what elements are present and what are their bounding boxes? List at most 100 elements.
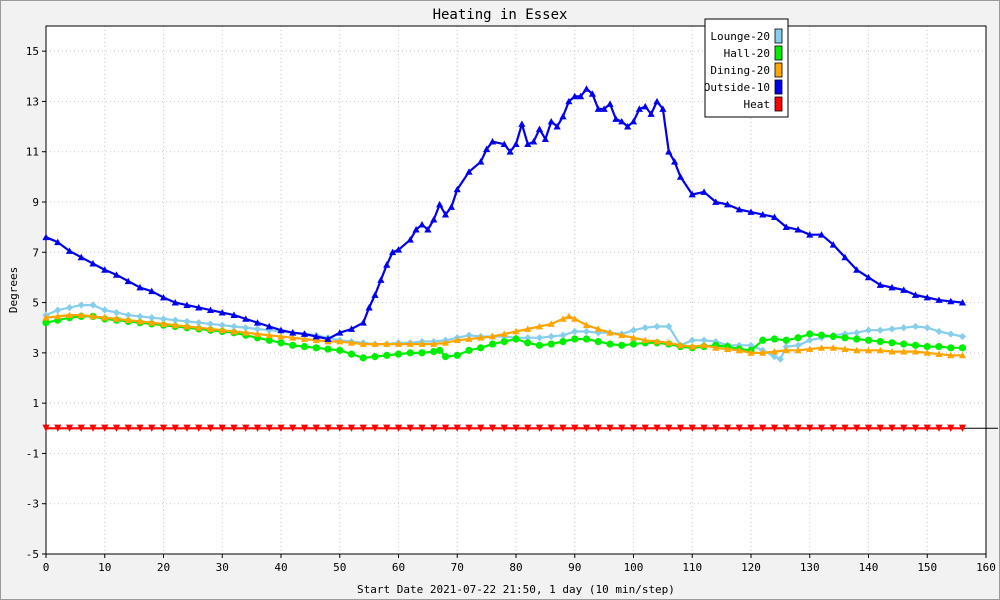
- data-point: [911, 341, 920, 349]
- data-point: [923, 424, 931, 432]
- data-point: [77, 301, 85, 309]
- legend-swatch: [774, 28, 783, 44]
- data-point: [512, 335, 520, 343]
- data-point: [524, 424, 532, 432]
- data-point: [359, 319, 367, 326]
- data-point: [559, 331, 567, 339]
- data-point: [441, 424, 450, 432]
- x-tick-label: 50: [333, 561, 346, 574]
- data-point: [206, 325, 215, 332]
- data-point: [289, 424, 297, 432]
- data-point: [688, 424, 696, 432]
- data-point: [488, 424, 497, 432]
- data-point: [535, 341, 544, 349]
- data-point: [430, 348, 438, 356]
- data-point: [65, 424, 74, 432]
- data-point: [512, 424, 520, 432]
- data-point: [359, 340, 367, 347]
- data-point: [371, 353, 379, 361]
- y-tick-label: -3: [26, 498, 39, 511]
- data-point: [195, 324, 203, 331]
- y-tick-label: 13: [26, 95, 39, 108]
- data-point: [817, 424, 826, 432]
- data-point: [571, 315, 579, 322]
- data-point: [911, 322, 920, 331]
- data-point: [195, 424, 203, 432]
- data-point: [218, 326, 226, 334]
- series-heat: [42, 424, 967, 432]
- data-point: [688, 342, 696, 350]
- data-point: [759, 349, 767, 356]
- data-point: [101, 266, 109, 273]
- data-point: [641, 102, 649, 110]
- data-point: [794, 334, 802, 342]
- data-point: [782, 342, 790, 351]
- data-point: [624, 122, 632, 130]
- data-point: [277, 424, 285, 432]
- data-point: [524, 140, 532, 148]
- data-point: [383, 424, 391, 432]
- data-point: [359, 424, 367, 432]
- x-tick-label: 80: [509, 561, 522, 574]
- data-point: [54, 424, 62, 432]
- data-point: [588, 90, 596, 97]
- data-point: [747, 341, 755, 349]
- data-point: [565, 97, 573, 105]
- data-point: [635, 105, 643, 112]
- data-point: [747, 424, 755, 432]
- legend-swatch: [774, 45, 783, 61]
- data-point: [312, 332, 320, 340]
- data-point: [864, 424, 873, 432]
- data-point: [54, 306, 62, 314]
- data-point: [488, 340, 497, 348]
- data-point: [958, 424, 967, 432]
- data-point: [647, 110, 655, 117]
- data-point: [101, 314, 109, 321]
- data-point: [430, 216, 438, 223]
- data-point: [776, 355, 784, 363]
- data-point: [136, 283, 144, 291]
- data-point: [700, 341, 708, 349]
- y-tick-label: -1: [26, 447, 39, 460]
- data-point: [571, 424, 579, 432]
- data-point: [876, 281, 884, 288]
- data-point: [453, 336, 461, 344]
- data-point: [829, 424, 837, 432]
- data-point: [524, 334, 532, 342]
- x-tick-label: 90: [568, 561, 581, 574]
- data-point: [947, 351, 955, 359]
- data-point: [148, 287, 156, 295]
- data-point: [124, 316, 132, 324]
- data-point: [424, 226, 432, 233]
- data-point: [759, 424, 767, 432]
- data-point: [688, 190, 696, 198]
- data-point: [900, 340, 908, 348]
- data-point: [171, 298, 179, 306]
- data-point: [488, 138, 497, 145]
- data-point: [524, 325, 532, 332]
- data-point: [347, 339, 356, 346]
- data-point: [406, 340, 414, 347]
- data-point: [101, 306, 109, 314]
- data-point: [612, 115, 620, 122]
- data-point: [618, 331, 626, 339]
- data-point: [500, 337, 508, 346]
- data-point: [853, 329, 861, 337]
- data-point: [500, 330, 508, 337]
- data-point: [935, 327, 943, 336]
- data-point: [559, 315, 567, 322]
- chart-title: Heating in Essex: [433, 7, 568, 23]
- data-point: [618, 117, 626, 125]
- data-point: [89, 301, 97, 309]
- data-point: [559, 337, 567, 346]
- data-point: [430, 424, 438, 432]
- data-point: [853, 346, 861, 354]
- data-point: [465, 331, 473, 339]
- data-point: [77, 424, 85, 432]
- data-point: [183, 301, 191, 308]
- data-point: [876, 326, 884, 334]
- data-point: [829, 241, 837, 248]
- data-point: [923, 293, 931, 301]
- data-point: [888, 283, 896, 291]
- data-point: [183, 424, 191, 432]
